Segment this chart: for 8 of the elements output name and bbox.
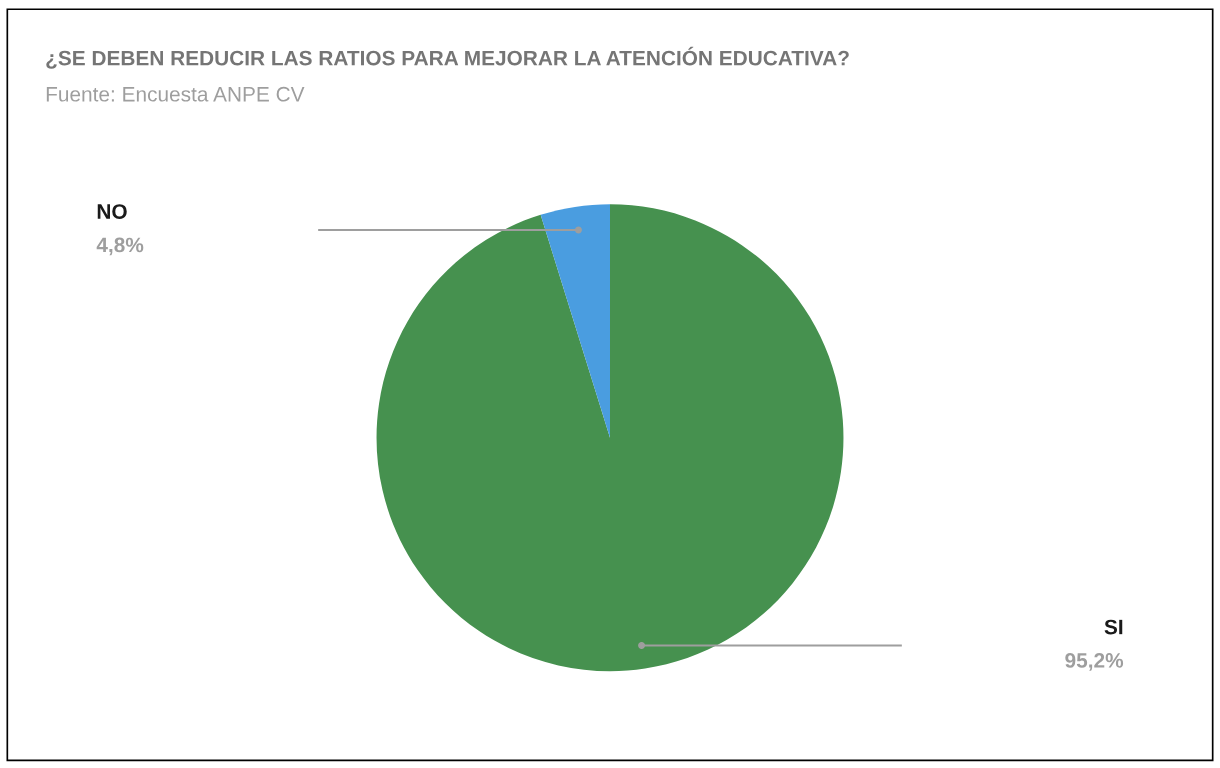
data-label: 4,8% [96, 237, 144, 256]
chart-title: ¿SE DEBEN REDUCIR LAS RATIOS PARA MEJORAR LA ATENCIÓN EDUCATIVA? [46, 46, 849, 69]
pie-slice [376, 204, 844, 672]
slice-label: SI [1104, 619, 1123, 635]
data-label: 95,2% [1065, 653, 1124, 671]
slice-label: NO [97, 204, 127, 219]
chart-subtitle: Fuente: Encuesta ANPE CV [46, 86, 305, 102]
pie-slice [540, 204, 610, 438]
